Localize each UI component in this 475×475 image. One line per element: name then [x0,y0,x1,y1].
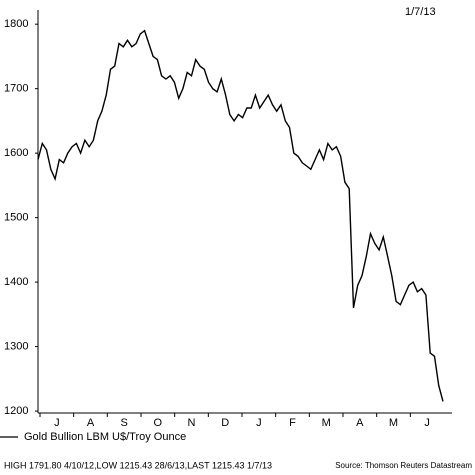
y-tick-label: 1500 [4,212,28,224]
x-tick-label: J [54,417,60,429]
x-tick-label: D [221,417,229,429]
legend-label: Gold Bullion LBM U$/Troy Ounce [24,431,186,443]
x-tick-label: M [389,417,398,429]
y-tick-label: 1600 [4,147,28,159]
y-tick-label: 1800 [4,18,28,30]
x-tick-label: N [188,417,196,429]
x-tick-label: F [289,417,296,429]
x-tick-label: J [424,417,430,429]
price-line [37,29,444,402]
source: Source: Thomson Reuters Datastream [335,461,472,470]
y-tick-label: 1300 [4,340,28,352]
footer: HIGH 1791.80 4/10/12,LOW 1215.43 28/6/13… [4,460,272,470]
x-tick-label: O [154,417,163,429]
x-tick-label: S [120,417,127,429]
x-tick-label: J [256,417,262,429]
date-label: 1/7/13 [405,6,436,18]
y-tick-label: 1700 [4,83,28,95]
y-tick-label: 1200 [4,405,28,417]
y-tick-label: 1400 [4,276,28,288]
x-tick-label: A [87,417,95,429]
x-tick-label: A [356,417,364,429]
x-tick-label: M [322,417,331,429]
